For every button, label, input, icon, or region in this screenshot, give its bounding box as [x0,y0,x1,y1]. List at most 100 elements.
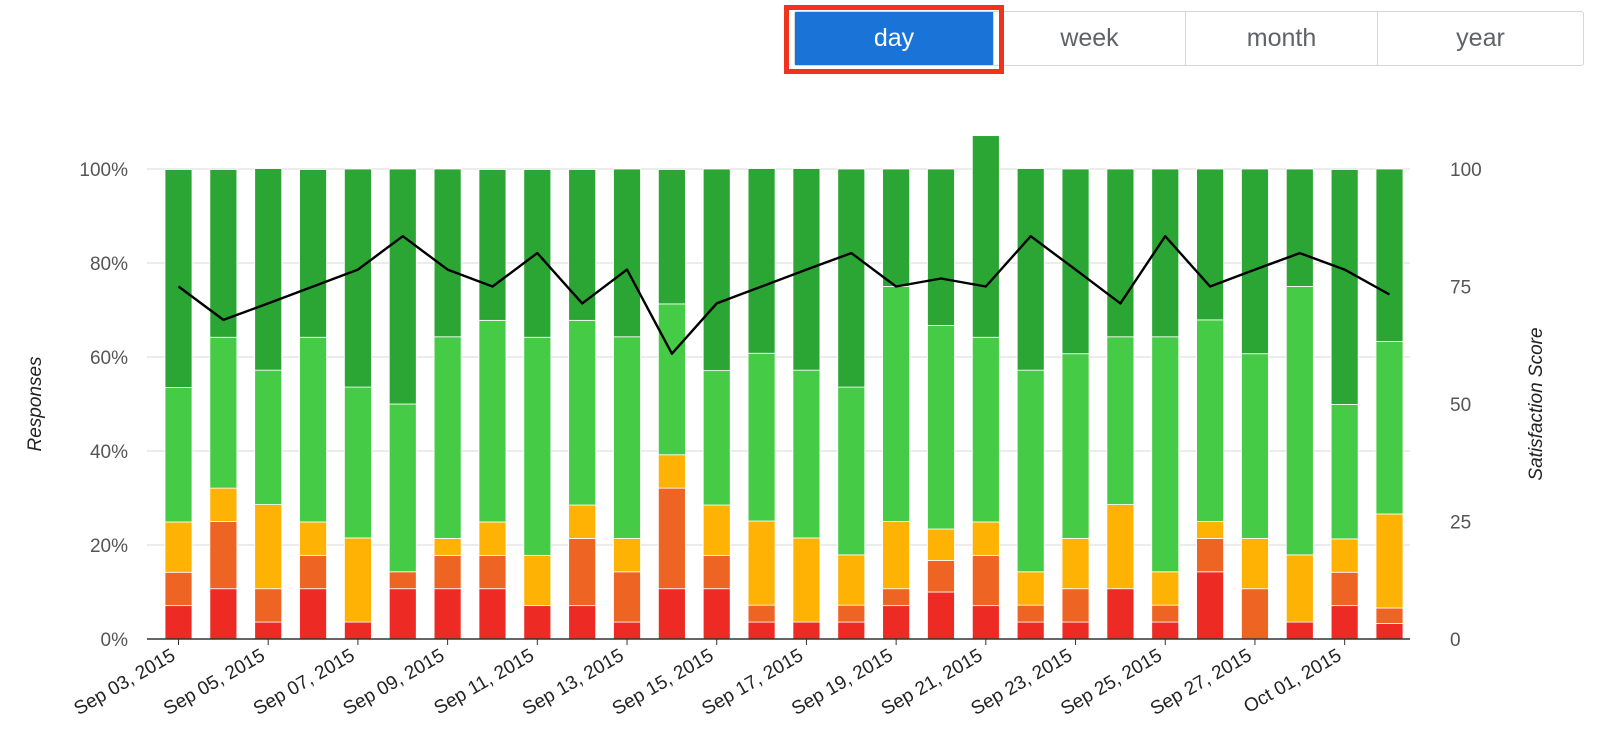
bar-segment-4 [613,336,641,539]
bar-segment-2 [1196,538,1224,573]
bar-segment-1 [164,605,193,640]
bar-segment-1 [209,588,238,640]
bar-segment-5 [702,168,731,372]
bar-segment-2 [299,554,327,590]
bar-segment-4 [1106,336,1135,505]
bar-segment-5 [1106,168,1135,338]
x-tick-label: Sep 19, 2015 [788,645,896,720]
bar-segment-3 [747,520,776,606]
bar-segment-3 [1151,571,1180,606]
y-tick-label: 100% [79,160,128,181]
bar-segment-5 [433,168,462,338]
bar-segment-2 [1241,588,1269,640]
satisfaction-score-line [177,234,1391,355]
bar-segment-3 [1330,538,1359,573]
bar-segment-2 [927,560,955,593]
bar-segment-2 [971,554,1000,607]
bar-segment-2 [1061,588,1090,623]
bar-segment-4 [1375,341,1404,515]
x-tick-label: Sep 03, 2015 [71,645,179,720]
y2-axis-title: Satisfaction Score [1526,327,1547,480]
bar-segment-2 [657,487,686,590]
bar-segment-1 [1196,571,1224,640]
bar-segment-1 [1061,621,1090,640]
x-tick-label: Sep 23, 2015 [968,645,1076,720]
period-week-button[interactable]: week [993,12,1185,65]
bar-segment-4 [1241,353,1269,539]
bar-segment-2 [164,571,193,607]
bar-segment-3 [1375,513,1404,609]
bar-segment-5 [1330,169,1359,405]
bar-segment-5 [254,168,283,371]
bar-segment-2 [1151,604,1180,623]
x-tick-label: Sep 05, 2015 [160,645,268,720]
bar-segment-5 [299,169,327,338]
bar-segment-5 [1196,168,1224,321]
bar-segment-5 [344,168,372,388]
bar-segment-3 [299,521,327,556]
bar-segment-4 [344,386,372,539]
y-tick-label: 80% [90,254,128,275]
bar-segment-2 [478,554,507,590]
period-year-label: year [1456,24,1505,52]
bar-segment-4 [164,387,193,523]
bar-segment-5 [1375,168,1404,342]
y2-tick-label: 100 [1450,160,1482,181]
bar-segment-3 [1061,538,1090,590]
bar-segment-3 [1285,554,1314,623]
bar-segment-2 [837,604,866,623]
period-year-button[interactable]: year [1377,12,1583,65]
bar-segment-1 [1285,621,1314,640]
bar-segment-4 [837,386,866,556]
bar-segment-4 [299,336,327,523]
bar-segment-3 [1016,571,1045,606]
bar-segment-4 [388,403,417,573]
bar-segment-1 [433,588,462,640]
y-tick-label: 0% [101,630,129,651]
bar-segment-3 [792,537,821,623]
bar-segment-2 [702,554,731,590]
bar-segment-1 [792,621,821,640]
y-tick-label: 40% [90,442,128,463]
bar-segment-1 [837,621,866,640]
bar-segment-2 [1375,607,1404,624]
bar-segment-4 [523,336,552,556]
bar-segment-1 [702,588,731,640]
bar-segment-5 [388,168,417,405]
bar-segment-4 [1330,404,1359,540]
bar-segment-4 [927,325,955,530]
y-axis-title: Responses [25,356,46,452]
x-tick-label: Sep 15, 2015 [609,645,717,720]
bar-segment-2 [882,588,911,607]
bar-segment-2 [209,521,238,590]
bar-segment-3 [523,554,552,607]
y2-tick-label: 0 [1450,630,1461,651]
bar-segment-3 [837,554,866,606]
bar-segment-4 [1151,336,1180,573]
y-tick-label: 60% [90,348,128,369]
bar-segment-4 [433,336,462,539]
bar-segment-4 [209,336,238,489]
bar-segment-3 [882,521,911,590]
bar-segment-1 [1151,621,1180,640]
bar-segment-1 [747,621,776,640]
bar-segment-5 [837,168,866,388]
bar-segment-4 [478,319,507,523]
bar-segment-1 [478,588,507,640]
period-month-button[interactable]: month [1185,12,1377,65]
bar-segment-1 [1330,605,1359,640]
bar-segment-1 [882,605,911,640]
bar-segment-1 [299,588,327,640]
bar-segment-4 [254,369,283,505]
bar-segment-1 [613,621,641,640]
x-tick-label: Sep 25, 2015 [1057,645,1165,720]
x-tick-label: Sep 09, 2015 [340,645,448,720]
bar-segment-3 [254,504,283,590]
bar-segment-3 [971,521,1000,556]
period-week-label: week [1060,24,1119,52]
bar-segment-3 [209,487,238,522]
bar-segment-1 [1016,621,1045,640]
bar-segment-2 [1016,604,1045,623]
